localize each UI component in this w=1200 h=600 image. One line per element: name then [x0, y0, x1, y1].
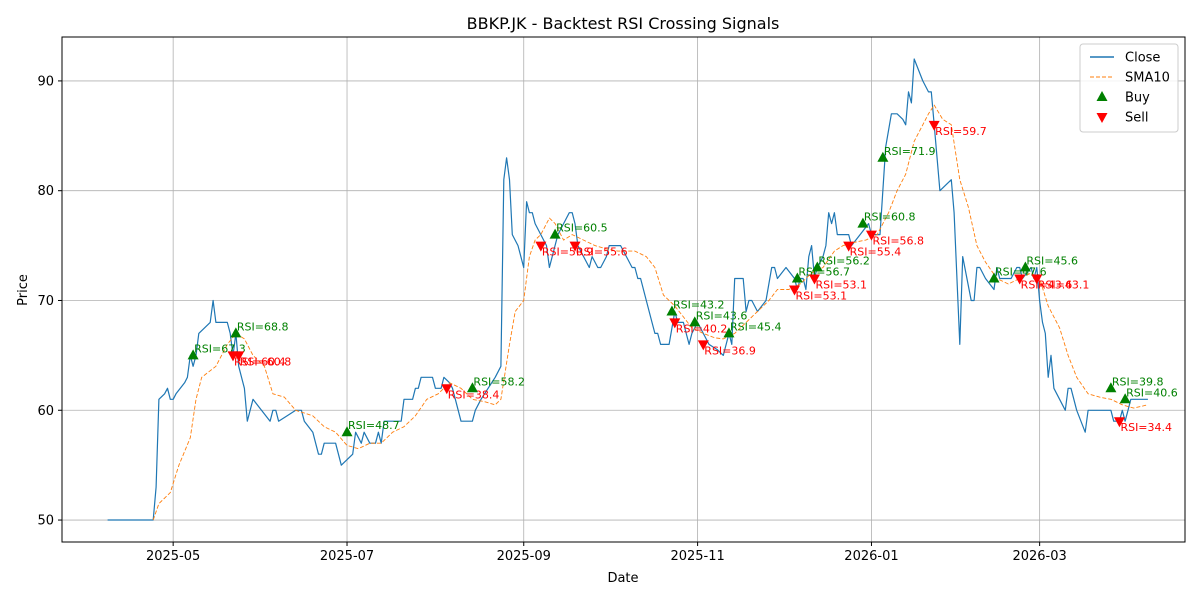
- sell-rsi-label: RSI=55.4: [850, 246, 902, 259]
- y-tick-label: 60: [37, 404, 54, 419]
- buy-rsi-label: RSI=39.8: [1112, 375, 1164, 388]
- legend-label: SMA10: [1125, 71, 1170, 86]
- legend-label: Sell: [1125, 111, 1148, 126]
- sell-marker: [669, 318, 681, 329]
- x-tick-label: 2025-05: [146, 549, 200, 564]
- axis-ticks: 2025-05 2025-07 2025-09 2025-11 2026-01 2026-…: [37, 74, 1066, 564]
- buy-rsi-label: RSI=45.4: [730, 320, 782, 333]
- x-tick-label: 2025-09: [497, 549, 551, 564]
- buy-marker: [549, 228, 561, 239]
- sell-marker: [233, 351, 245, 362]
- plot-frame: [61, 36, 1186, 543]
- buy-rsi-label: RSI=43.6: [696, 309, 748, 322]
- y-tick-label: 70: [37, 294, 54, 309]
- sell-marker: [928, 120, 940, 131]
- sell-rsi-label: RSI=59.7: [935, 125, 987, 138]
- sell-rsi-label: RSI=34.4: [1120, 421, 1172, 434]
- buy-rsi-label: RSI=40.6: [1126, 386, 1178, 399]
- legend-buy-swatch: [1096, 91, 1108, 101]
- y-tick-label: 50: [37, 514, 54, 529]
- buy-rsi-label: RSI=58.2: [473, 375, 525, 388]
- sell-rsi-label: RSI=43.6: [1021, 279, 1073, 292]
- sell-rsi-label: RSI=40.2: [676, 322, 728, 335]
- buy-marker: [1019, 261, 1031, 272]
- sell-marker: [808, 274, 820, 285]
- sell-marker: [1014, 274, 1026, 285]
- close-price-line: [107, 58, 1148, 521]
- sell-rsi-label: RSI=50.9: [542, 246, 594, 259]
- sell-rsi-label: RSI=60.8: [240, 355, 292, 368]
- x-tick-label: 2025-07: [320, 549, 374, 564]
- y-axis-title: Price: [16, 274, 31, 306]
- sell-marker: [789, 285, 801, 296]
- sell-rsi-label: RSI=56.8: [872, 235, 924, 248]
- buy-marker: [1105, 382, 1117, 393]
- buy-marker: [988, 272, 1000, 283]
- sell-marker: [697, 340, 709, 351]
- buy-marker: [723, 327, 735, 338]
- buy-marker: [187, 349, 199, 360]
- y-tick-label: 80: [37, 184, 54, 199]
- buy-marker: [689, 316, 701, 327]
- legend-box: [1079, 43, 1179, 133]
- legend-sell-swatch: [1096, 113, 1108, 123]
- sell-marker: [865, 230, 877, 241]
- buy-rsi-label: RSI=48.7: [348, 419, 400, 432]
- buy-rsi-label: RSI=68.8: [237, 320, 289, 333]
- buy-marker: [791, 272, 803, 283]
- buy-marker: [877, 151, 889, 162]
- sell-marker: [1113, 417, 1125, 428]
- plot-area: RSI=67.3RSI=68.8RSI=60.4RSI=60.8RSI=48.7…: [107, 58, 1178, 521]
- buy-marker: [466, 382, 478, 393]
- buy-marker: [811, 261, 823, 272]
- buy-rsi-label: RSI=60.5: [556, 222, 608, 235]
- sell-rsi-label: RSI=60.4: [234, 355, 286, 368]
- x-tick-label: 2026-01: [844, 549, 898, 564]
- buy-rsi-label: RSI=56.2: [818, 255, 870, 268]
- sell-marker: [1031, 274, 1043, 285]
- sell-rsi-label: RSI=38.4: [448, 388, 500, 401]
- legend-label: Buy: [1125, 91, 1150, 106]
- sell-rsi-label: RSI=43.1: [1038, 279, 1090, 292]
- sell-marker: [441, 384, 453, 395]
- buy-marker: [857, 217, 869, 228]
- sell-rsi-label: RSI=36.9: [704, 344, 756, 357]
- y-tick-label: 90: [37, 74, 54, 89]
- legend: Close SMA10 Buy Sell: [1079, 43, 1179, 133]
- buy-marker: [666, 305, 678, 316]
- buy-marker: [341, 426, 353, 437]
- buy-rsi-label: RSI=60.8: [864, 211, 916, 224]
- x-axis-title: Date: [607, 571, 638, 586]
- sell-rsi-label: RSI=55.6: [576, 246, 628, 259]
- sell-marker: [535, 241, 547, 252]
- buy-rsi-label: RSI=43.2: [673, 298, 725, 311]
- legend-label: Close: [1125, 51, 1160, 66]
- sma10-line: [152, 104, 1149, 521]
- buy-rsi-label: RSI=45.6: [1026, 255, 1078, 268]
- buy-marker: [1119, 393, 1131, 404]
- sell-marker: [843, 241, 855, 252]
- x-tick-label: 2026-03: [1012, 549, 1066, 564]
- grid: [62, 37, 1185, 542]
- sell-marker: [569, 241, 581, 252]
- sell-rsi-label: RSI=53.1: [796, 290, 848, 303]
- sell-rsi-label: RSI=53.1: [815, 279, 867, 292]
- buy-rsi-label: RSI=71.9: [884, 145, 936, 158]
- buy-marker: [230, 327, 242, 338]
- x-tick-label: 2025-11: [670, 549, 724, 564]
- chart-title: BBKP.JK - Backtest RSI Crossing Signals: [467, 14, 780, 33]
